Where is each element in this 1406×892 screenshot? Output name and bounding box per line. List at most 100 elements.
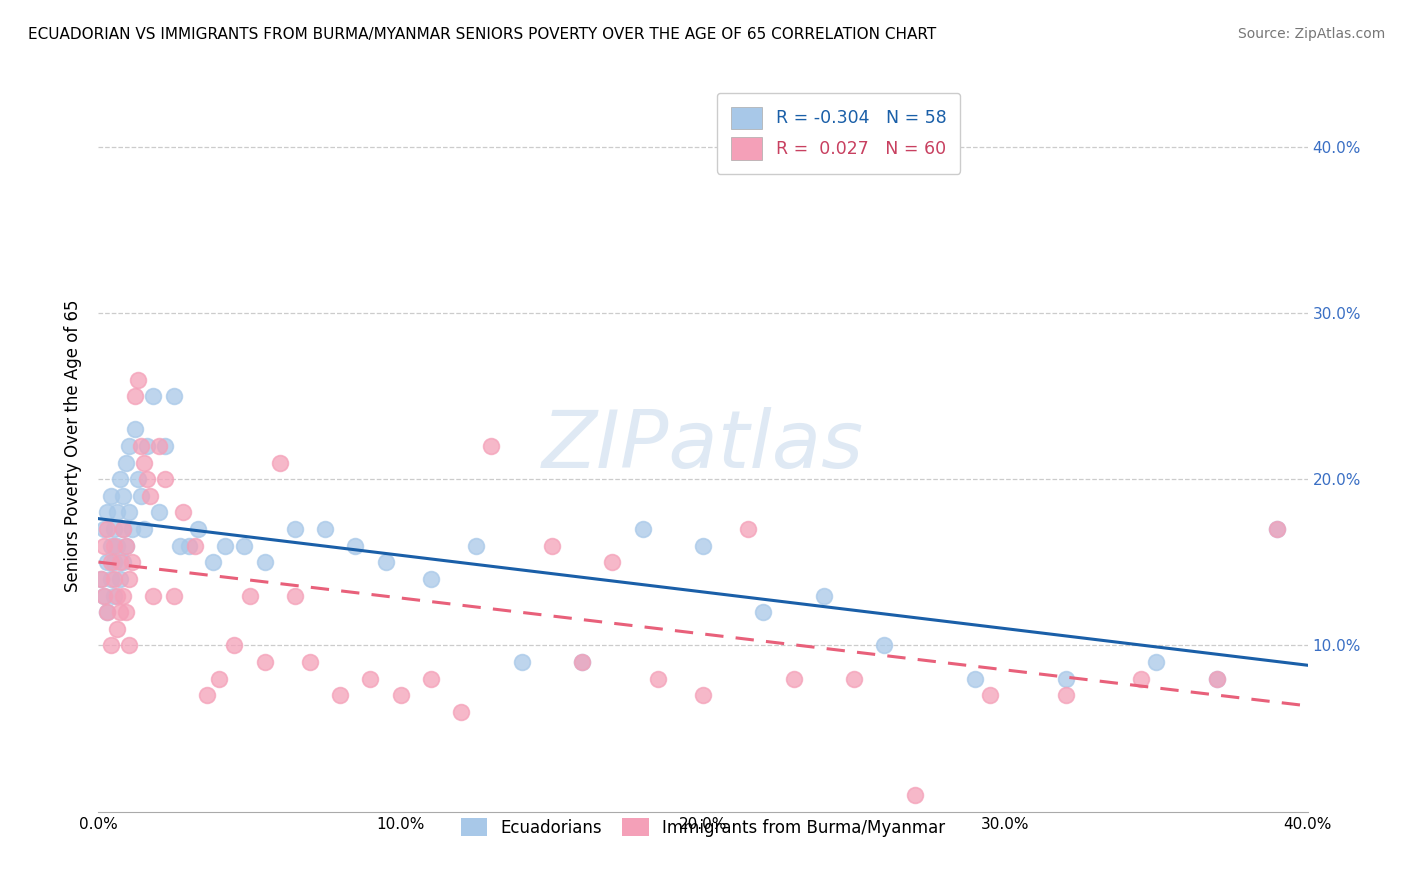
Point: [142, 589, 165, 603]
Point: [692, 689, 714, 703]
Point: [602, 555, 624, 569]
Point: [571, 655, 593, 669]
Point: [481, 439, 503, 453]
Point: [100, 555, 122, 569]
Point: [111, 489, 134, 503]
Point: [202, 555, 225, 569]
Point: [1206, 672, 1229, 686]
Point: [100, 489, 122, 503]
Point: [103, 522, 125, 536]
Point: [692, 539, 714, 553]
Point: [510, 655, 533, 669]
Point: [965, 672, 987, 686]
Point: [979, 689, 1001, 703]
Point: [153, 439, 176, 453]
Point: [105, 622, 128, 636]
Point: [114, 456, 136, 470]
Point: [105, 539, 128, 553]
Point: [232, 539, 254, 553]
Point: [253, 655, 276, 669]
Y-axis label: Seniors Poverty Over the Age of 65: Seniors Poverty Over the Age of 65: [65, 300, 83, 592]
Point: [631, 522, 654, 536]
Point: [132, 522, 155, 536]
Point: [121, 555, 143, 569]
Point: [135, 439, 157, 453]
Point: [163, 589, 186, 603]
Point: [299, 655, 322, 669]
Legend: Ecuadorians, Immigrants from Burma/Myanmar: Ecuadorians, Immigrants from Burma/Myanm…: [454, 812, 952, 844]
Point: [184, 539, 207, 553]
Point: [108, 572, 131, 586]
Point: [93, 589, 115, 603]
Point: [329, 689, 352, 703]
Point: [96, 506, 118, 520]
Point: [314, 522, 336, 536]
Point: [195, 689, 218, 703]
Point: [93, 522, 115, 536]
Point: [450, 705, 472, 719]
Text: ECUADORIAN VS IMMIGRANTS FROM BURMA/MYANMAR SENIORS POVERTY OVER THE AGE OF 65 C: ECUADORIAN VS IMMIGRANTS FROM BURMA/MYAN…: [28, 27, 936, 42]
Point: [127, 472, 149, 486]
Point: [752, 605, 775, 619]
Point: [420, 672, 443, 686]
Point: [163, 389, 186, 403]
Point: [114, 539, 136, 553]
Point: [108, 555, 131, 569]
Point: [904, 788, 927, 802]
Point: [103, 589, 125, 603]
Point: [1054, 672, 1077, 686]
Point: [360, 672, 382, 686]
Point: [284, 522, 307, 536]
Point: [111, 589, 134, 603]
Point: [647, 672, 669, 686]
Point: [108, 605, 131, 619]
Point: [420, 572, 443, 586]
Point: [139, 489, 162, 503]
Point: [118, 439, 141, 453]
Point: [111, 555, 134, 569]
Point: [96, 605, 118, 619]
Point: [96, 555, 118, 569]
Point: [90, 572, 112, 586]
Point: [96, 522, 118, 536]
Point: [114, 539, 136, 553]
Point: [118, 506, 141, 520]
Point: [571, 655, 593, 669]
Point: [179, 539, 201, 553]
Point: [132, 456, 155, 470]
Point: [148, 439, 170, 453]
Point: [118, 639, 141, 653]
Point: [1144, 655, 1167, 669]
Point: [1267, 522, 1289, 536]
Point: [100, 572, 122, 586]
Point: [93, 539, 115, 553]
Point: [135, 472, 157, 486]
Point: [103, 555, 125, 569]
Text: ZIPatlas: ZIPatlas: [541, 407, 865, 485]
Point: [737, 522, 759, 536]
Point: [169, 539, 191, 553]
Point: [103, 572, 125, 586]
Point: [389, 689, 412, 703]
Point: [90, 572, 112, 586]
Point: [1267, 522, 1289, 536]
Point: [108, 472, 131, 486]
Point: [1054, 689, 1077, 703]
Point: [1130, 672, 1153, 686]
Point: [153, 472, 176, 486]
Point: [111, 522, 134, 536]
Point: [105, 589, 128, 603]
Point: [100, 539, 122, 553]
Point: [465, 539, 488, 553]
Point: [214, 539, 236, 553]
Point: [114, 605, 136, 619]
Point: [148, 506, 170, 520]
Point: [96, 605, 118, 619]
Point: [540, 539, 562, 553]
Point: [142, 389, 165, 403]
Point: [129, 439, 152, 453]
Point: [873, 639, 896, 653]
Point: [253, 555, 276, 569]
Point: [105, 506, 128, 520]
Point: [187, 522, 209, 536]
